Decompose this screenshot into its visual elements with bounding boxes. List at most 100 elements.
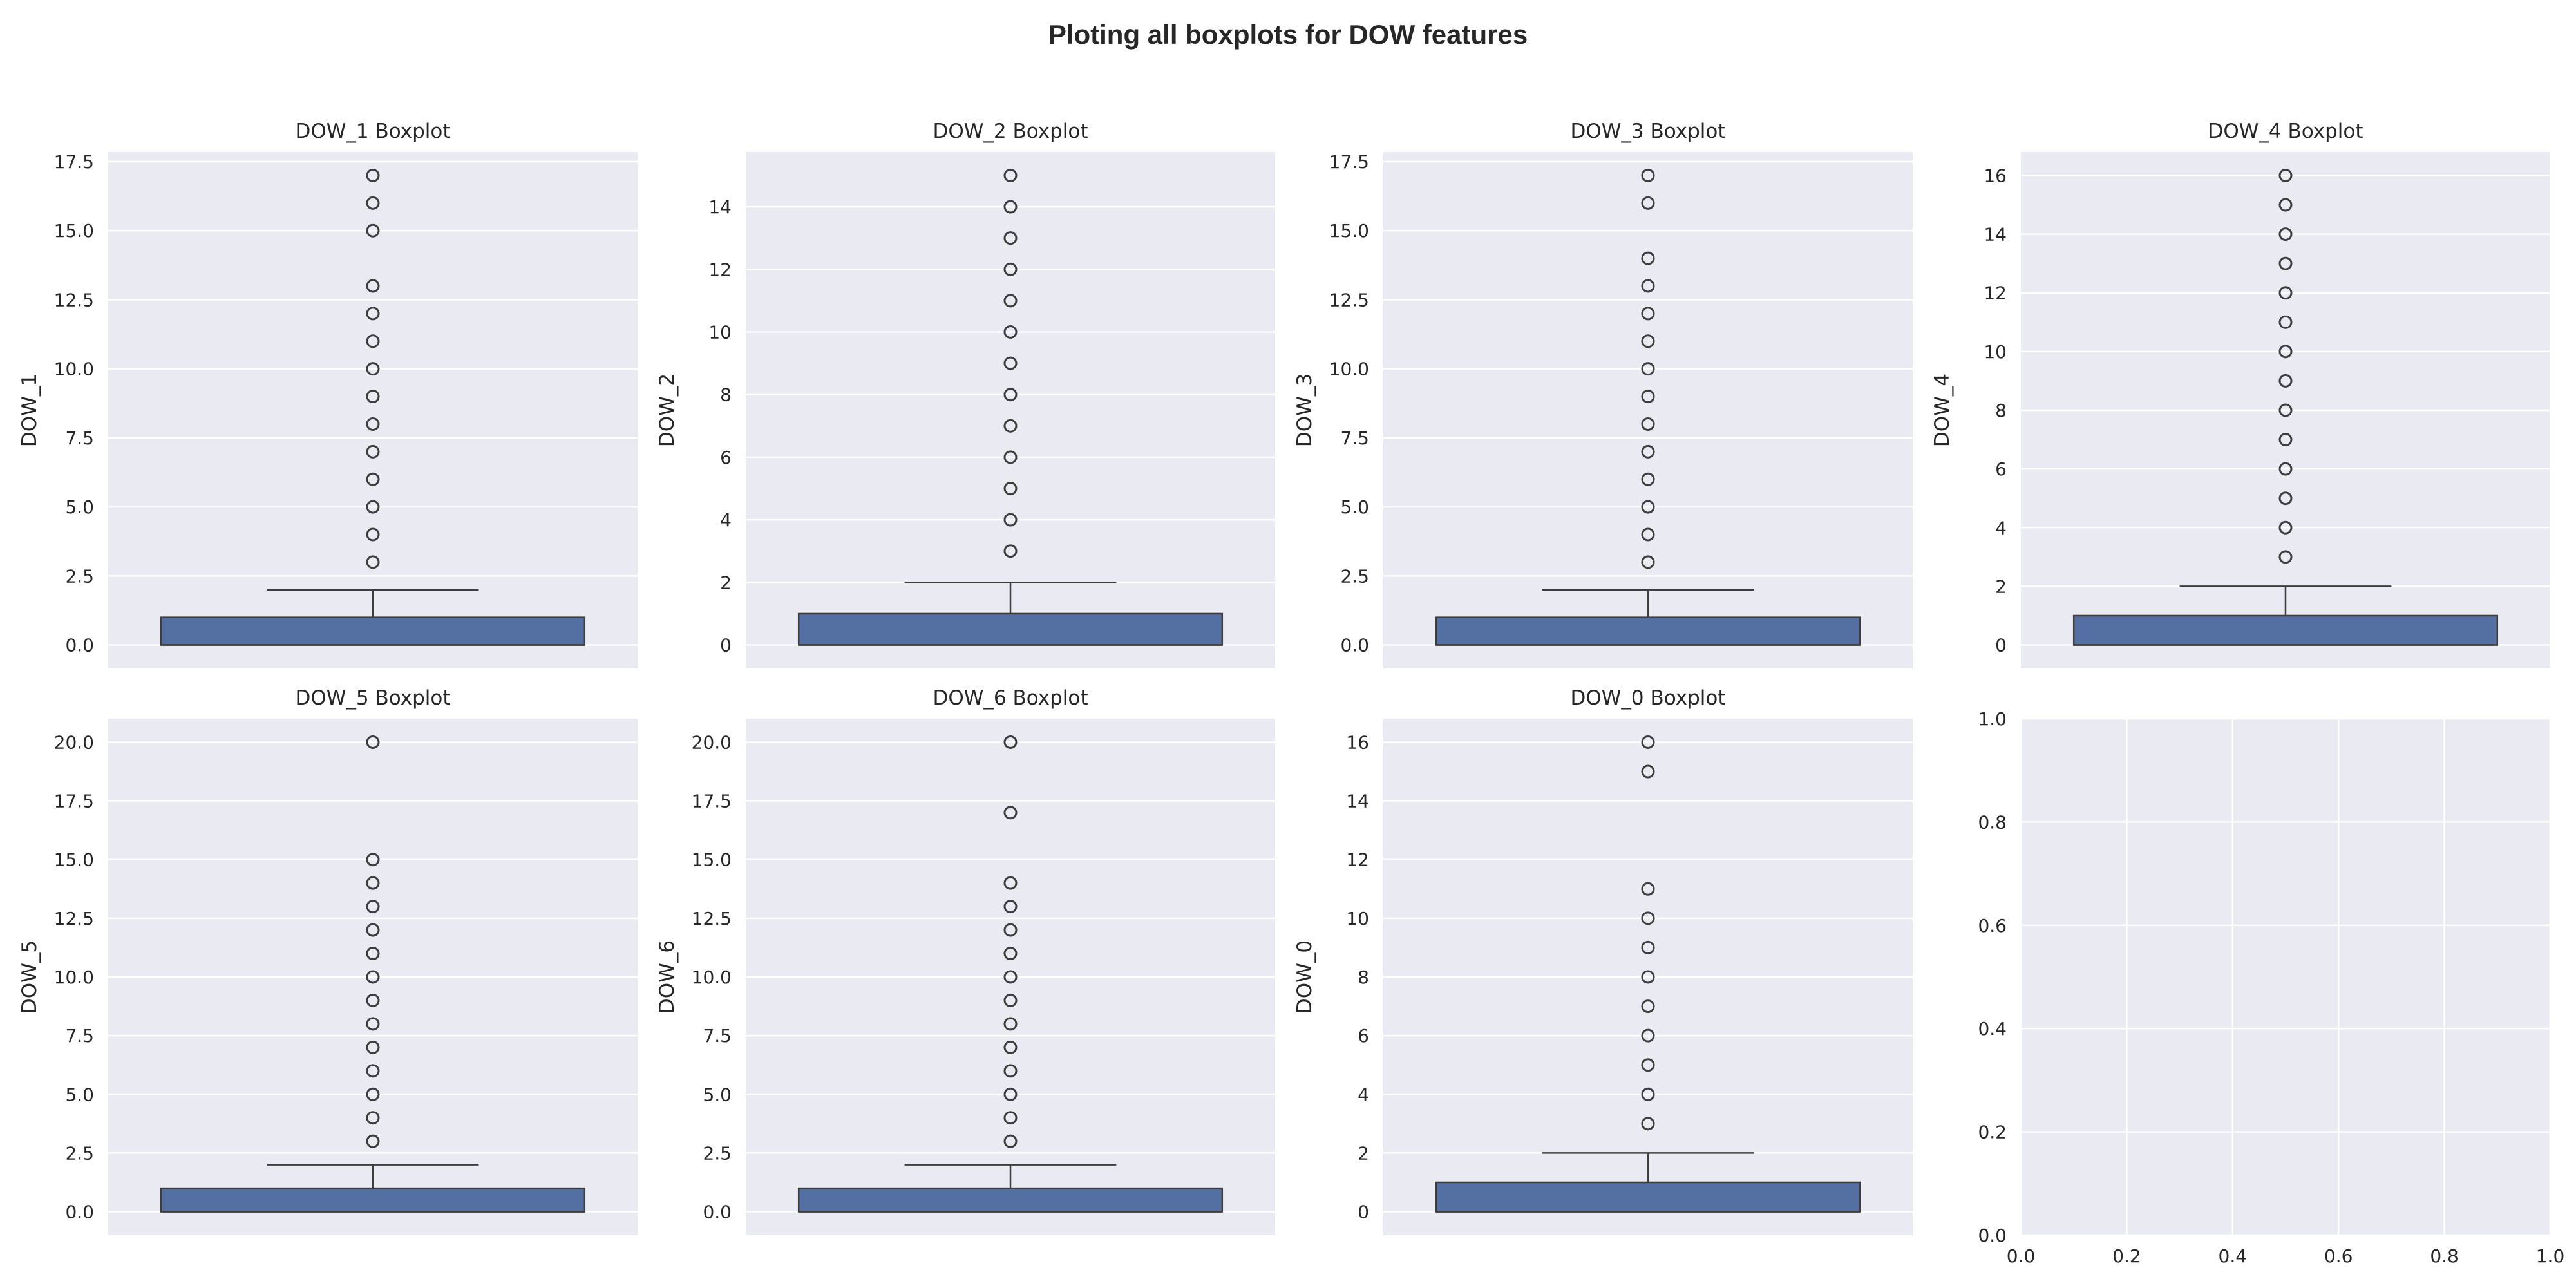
- panel-4-outlier-point: [2278, 374, 2293, 388]
- panel-3-ytick-label: 17.5: [1329, 151, 1369, 173]
- panel-4-ytick-label: 12: [1984, 283, 2007, 304]
- panel-6-title: DOW_6 Boxplot: [933, 687, 1088, 710]
- panel-4-outlier-point: [2278, 491, 2293, 506]
- panel-3-ylabel: DOW_3: [1293, 374, 1316, 447]
- panel-1-ytick-label: 10.0: [54, 359, 94, 380]
- panel-6-outlier-point: [1003, 1111, 1018, 1125]
- panel-5-outlier-point: [366, 923, 380, 937]
- panel-4-outlier-point: [2278, 433, 2293, 447]
- panel-3-outlier-point: [1641, 307, 1655, 321]
- panel-4-outlier-point: [2278, 520, 2293, 535]
- panel-8-ytick-label: 0.8: [1978, 811, 2007, 833]
- panel-4-outlier-point: [2278, 345, 2293, 359]
- panel-5-ylabel: DOW_5: [18, 940, 41, 1014]
- panel-6-outlier-point: [1003, 1134, 1018, 1148]
- panel-6-outlier-point: [1003, 993, 1018, 1007]
- panel-4-outlier-point: [2278, 256, 2293, 270]
- panel-5-box: [160, 1187, 586, 1213]
- panel-3-ytick-label: 12.5: [1329, 289, 1369, 310]
- panel-4-ytick-label: 0: [1995, 635, 2007, 656]
- panel-8-ytick-label: 0.6: [1978, 915, 2007, 936]
- panel-3-ytick-label: 5.0: [1340, 497, 1369, 518]
- panel-7-box: [1435, 1181, 1861, 1213]
- panel-3-outlier-point: [1641, 279, 1655, 293]
- panel-3-ytick-label: 10.0: [1329, 359, 1369, 380]
- panel-4-ytick-label: 6: [1995, 459, 2007, 480]
- panel-6-outlier-point: [1003, 970, 1018, 984]
- panel-2-ytick-label: 12: [708, 259, 732, 280]
- panel-8-xtick-label: 0.4: [2219, 1245, 2248, 1267]
- panel-1-box: [160, 616, 586, 646]
- panel-4: 0 2 4 6 8 10 12 14 16 DOW_4 Boxplot DOW_4: [1931, 120, 2550, 668]
- panel-2-outlier-point: [1003, 450, 1018, 464]
- panel-6-box: [797, 1187, 1224, 1213]
- panel-5-ytick-label: 0.0: [65, 1202, 94, 1223]
- panel-1-outlier-point: [366, 417, 380, 431]
- panel-7-ytick-label: 12: [1346, 849, 1369, 871]
- panel-1-ytick-label: 12.5: [54, 289, 94, 310]
- panel-1-background: [108, 152, 638, 668]
- panel-7-outlier-point: [1641, 911, 1655, 925]
- panel-5-title: DOW_5 Boxplot: [295, 687, 450, 710]
- panel-3-outlier-point: [1641, 444, 1655, 459]
- panel-3-ytick-label: 15.0: [1329, 220, 1369, 242]
- panel-6-outlier-point: [1003, 923, 1018, 937]
- panel-1: 0.0 2.5 5.0 7.5 10.0 12.5 15.0 17.5 DOW_1 Boxplo…: [18, 120, 638, 668]
- panel-6-outlier-point: [1003, 806, 1018, 820]
- panel-1-ytick-label: 17.5: [54, 151, 94, 173]
- panel-3-title: DOW_3 Boxplot: [1570, 120, 1725, 143]
- panel-4-outlier-point: [2278, 168, 2293, 182]
- panel-2-ytick-label: 14: [708, 196, 732, 218]
- panel-8-ytick-label: 0.0: [1978, 1225, 2007, 1246]
- panel-5-ytick-label: 5.0: [65, 1084, 94, 1105]
- panel-5-ytick-label: 17.5: [54, 791, 94, 812]
- panel-5-outlier-point: [366, 970, 380, 984]
- panel-1-ytick-label: 15.0: [54, 220, 94, 242]
- panel-5-ytick-label: 20.0: [54, 732, 94, 753]
- panel-8-xtick-label: 0.6: [2324, 1245, 2353, 1267]
- panel-2-outlier-point: [1003, 325, 1018, 339]
- panel-5-outlier-point: [366, 876, 380, 890]
- panel-1-outlier-point: [366, 555, 380, 569]
- panel-2-ytick-label: 2: [720, 572, 732, 593]
- panel-1-outlier-point: [366, 390, 380, 404]
- panel-3-outlier-point: [1641, 555, 1655, 569]
- panel-1-ytick-label: 5.0: [65, 497, 94, 518]
- panel-2-outlier-point: [1003, 231, 1018, 245]
- panel-1-outlier-point: [366, 307, 380, 321]
- panel-4-outlier-point: [2278, 227, 2293, 242]
- panel-8-ytick-label: 1.0: [1978, 708, 2007, 730]
- panel-8: 0.0 0.2 0.4 0.6 0.8 1.0 0.0 0.2 0.4 0.6 0.8 1.0: [1978, 708, 2564, 1267]
- panel-7-outlier-point: [1641, 940, 1655, 954]
- panel-1-ytick-label: 2.5: [65, 565, 94, 587]
- panel-5-ytick-label: 7.5: [65, 1025, 94, 1046]
- panel-8-xtick-label: 1.0: [2536, 1245, 2565, 1267]
- panel-6-ylabel: DOW_6: [656, 940, 679, 1014]
- panel-5-outlier-point: [366, 1134, 380, 1148]
- panel-7-outlier-point: [1641, 735, 1655, 749]
- panel-3-outlier-point: [1641, 417, 1655, 431]
- panel-7-ytick-label: 4: [1358, 1084, 1369, 1105]
- panel-6-ytick-label: 0.0: [703, 1202, 732, 1223]
- panel-7-ytick-label: 14: [1346, 791, 1369, 812]
- panel-7-outlier-point: [1641, 1117, 1655, 1131]
- panel-4-box: [2072, 614, 2499, 646]
- figure-title: Ploting all boxplots for DOW features: [1048, 19, 1528, 50]
- panel-4-outlier-point: [2278, 462, 2293, 476]
- panel-2-ytick-label: 10: [708, 321, 732, 343]
- panel-8-ytick-label: 0.4: [1978, 1018, 2007, 1039]
- panel-2-box: [797, 612, 1224, 646]
- panel-6-outlier-point: [1003, 735, 1018, 749]
- panel-8-xtick-label: 0.8: [2430, 1245, 2459, 1267]
- panel-3-outlier-point: [1641, 196, 1655, 210]
- panel-4-ytick-label: 8: [1995, 400, 2007, 421]
- panel-7-ytick-label: 10: [1346, 908, 1369, 929]
- panel-6-outlier-point: [1003, 947, 1018, 961]
- panel-6-ytick-label: 10.0: [692, 967, 732, 988]
- panel-6: 0.0 2.5 5.0 7.5 10.0 12.5 15.0 17.5 20.0 DOW_6 Bo…: [656, 687, 1275, 1235]
- panel-1-outlier-point: [366, 168, 380, 182]
- panel-3-ytick-label: 0.0: [1340, 635, 1369, 656]
- panel-1-outlier-point: [366, 223, 380, 238]
- panel-2-outlier-point: [1003, 513, 1018, 527]
- panel-7-ytick-label: 8: [1358, 967, 1369, 988]
